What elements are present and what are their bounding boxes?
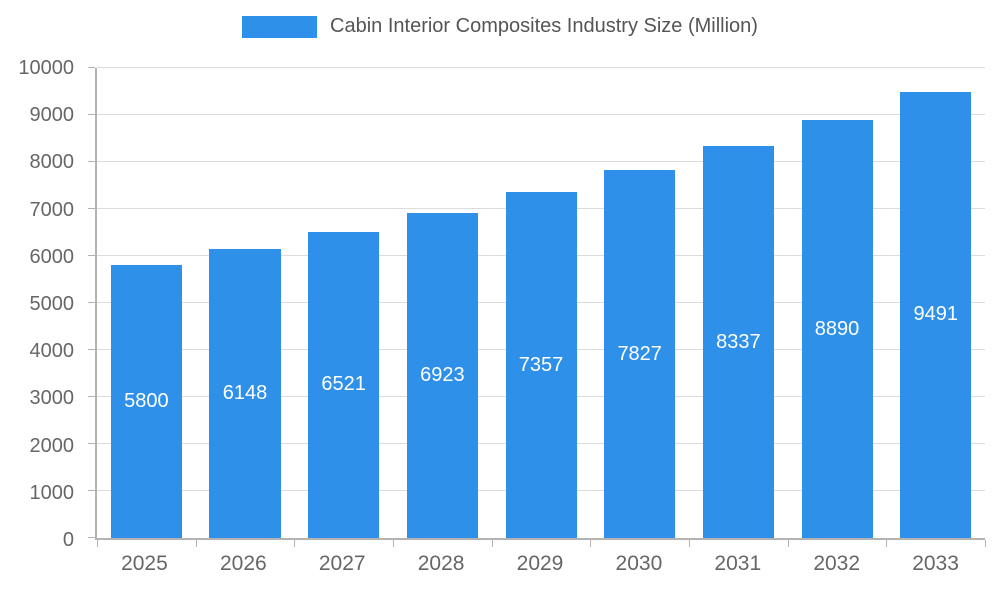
x-axis-tick (688, 540, 690, 547)
y-axis-tick (88, 490, 95, 491)
x-axis-tick (985, 540, 986, 547)
gridline (97, 67, 985, 68)
y-tick-label: 8000 (29, 151, 75, 174)
y-axis-tick (88, 443, 95, 444)
y-axis-tick (88, 114, 95, 115)
x-axis-tick (491, 540, 493, 547)
bar-value-label: 9491 (913, 303, 958, 326)
x-tick-label: 2031 (714, 552, 762, 575)
bar: 8337 (702, 146, 774, 538)
bar-value-label: 8337 (716, 330, 761, 353)
y-axis-tick (88, 302, 95, 303)
chart-title: Cabin Interior Composites Industry Size … (330, 15, 758, 37)
bar-slot: 7357 (492, 68, 591, 538)
x-tick-label: 2030 (615, 552, 663, 575)
bar-slot: 6521 (294, 68, 393, 538)
y-tick-label: 7000 (29, 198, 75, 221)
bar: 5800 (110, 265, 182, 538)
y-tick-label: 2000 (29, 434, 75, 457)
bar-slot: 7827 (590, 68, 689, 538)
x-axis-tick (97, 540, 98, 547)
bar-value-label: 5800 (124, 390, 169, 413)
x-axis-tick (590, 540, 592, 547)
y-tick-label: 6000 (29, 245, 75, 268)
y-axis-tick (88, 67, 95, 68)
x-tick-label: 2028 (417, 552, 465, 575)
y-tick-label: 0 (62, 529, 74, 551)
bar-slot: 9491 (886, 68, 985, 538)
y-axis-tick (88, 537, 95, 538)
y-tick-label: 10000 (18, 57, 74, 79)
y-axis-labels: 0 1000 2000 3000 4000 5000 6000 7000 8000 9000 100… (0, 58, 84, 550)
y-axis-tick (88, 161, 95, 162)
x-axis-tick (392, 540, 394, 547)
x-axis-tick (886, 540, 888, 547)
chart-legend: Cabin Interior Composites Industry Size … (0, 15, 1000, 38)
bar-slot: 8337 (689, 68, 788, 538)
bar: 6148 (209, 249, 281, 538)
bars-container: 5800 6148 6521 6923 7357 7827 8337 8890 9491 (97, 68, 985, 538)
y-axis-tick (88, 349, 95, 350)
bar-slot: 6923 (393, 68, 492, 538)
bar-slot: 8890 (788, 68, 887, 538)
x-axis-tick (787, 540, 789, 547)
x-tick-label: 2026 (219, 552, 267, 575)
bar: 7827 (604, 170, 676, 538)
x-tick-label: 2033 (912, 552, 959, 575)
x-axis-tick (294, 540, 296, 547)
gridline (97, 161, 985, 162)
bar-slot: 6148 (196, 68, 295, 538)
x-tick-label: 2025 (121, 552, 168, 575)
y-axis-tick (88, 396, 95, 397)
bar: 8890 (801, 120, 873, 538)
bar: 7357 (505, 192, 577, 538)
bar-value-label: 6521 (321, 373, 366, 396)
y-tick-label: 5000 (29, 293, 75, 315)
bar-slot: 5800 (97, 68, 196, 538)
legend-swatch (242, 15, 318, 38)
x-axis-tick (195, 540, 197, 547)
y-tick-label: 1000 (29, 481, 75, 504)
bar-value-label: 6923 (420, 363, 465, 386)
x-tick-label: 2029 (516, 552, 564, 575)
bar-value-label: 8890 (814, 317, 860, 340)
y-tick-label: 3000 (29, 387, 75, 410)
y-axis-tick (88, 208, 95, 209)
x-tick-label: 2027 (318, 552, 366, 575)
bar-value-label: 7827 (617, 342, 662, 365)
bar-value-label: 6148 (222, 382, 268, 405)
gridline (97, 114, 985, 115)
x-tick-label: 2032 (813, 552, 861, 575)
plot-area: 5800 6148 6521 6923 7357 7827 8337 8890 9491 (88, 67, 986, 547)
bar: 6521 (308, 231, 380, 538)
bar-value-label: 7357 (518, 353, 564, 376)
y-axis-tick (88, 255, 95, 256)
x-axis-labels: 2025 2026 2027 2028 2029 2030 2031 2032 2033 (95, 552, 985, 576)
y-tick-label: 4000 (29, 340, 75, 363)
y-tick-label: 9000 (29, 104, 75, 127)
bar: 6923 (406, 212, 478, 538)
bar: 9491 (900, 91, 972, 538)
